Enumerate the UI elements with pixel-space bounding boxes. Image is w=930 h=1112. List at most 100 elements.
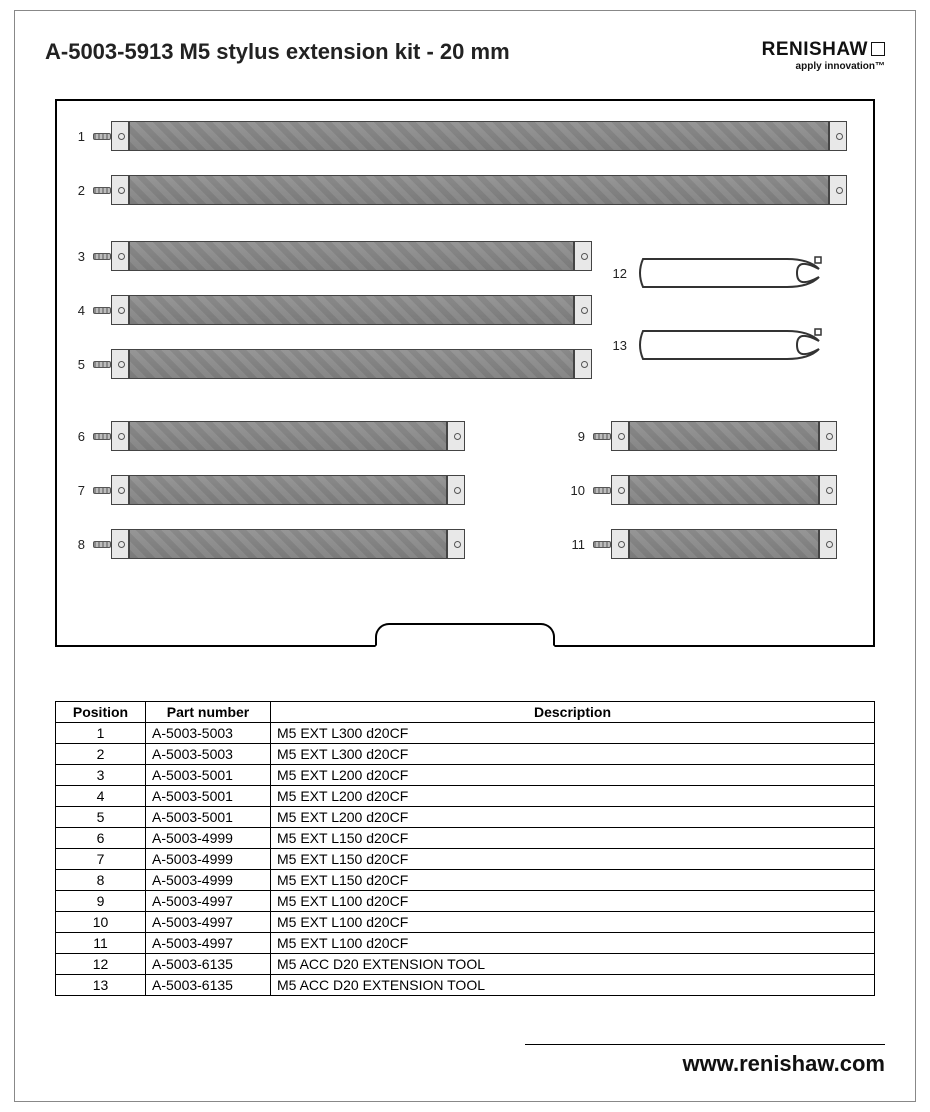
table-row: 3A-5003-5001M5 EXT L200 d20CF — [56, 765, 875, 786]
diagram-item-12: 12 — [605, 249, 857, 297]
carbon-tube — [129, 175, 829, 205]
cell-description: M5 EXT L150 d20CF — [271, 828, 875, 849]
cell-part-number: A-5003-5001 — [146, 765, 271, 786]
cell-part-number: A-5003-4997 — [146, 891, 271, 912]
cell-part-number: A-5003-5001 — [146, 786, 271, 807]
kit-diagram: 12345678910111213 — [55, 99, 875, 647]
cell-position: 12 — [56, 954, 146, 975]
item-number: 2 — [67, 183, 85, 198]
stylus-extension — [593, 421, 837, 451]
item-number: 7 — [67, 483, 85, 498]
end-cap-left — [111, 529, 129, 559]
carbon-tube — [129, 421, 447, 451]
cell-description: M5 EXT L150 d20CF — [271, 870, 875, 891]
cell-description: M5 EXT L100 d20CF — [271, 912, 875, 933]
thread-icon — [93, 133, 111, 140]
table-row: 10A-5003-4997M5 EXT L100 d20CF — [56, 912, 875, 933]
table-row: 7A-5003-4999M5 EXT L150 d20CF — [56, 849, 875, 870]
diagram-item-6: 6 — [67, 419, 465, 453]
cell-description: M5 EXT L100 d20CF — [271, 891, 875, 912]
stylus-extension — [93, 475, 465, 505]
diagram-item-13: 13 — [605, 321, 857, 369]
end-cap-left — [111, 175, 129, 205]
end-cap-right — [819, 529, 837, 559]
table-row: 9A-5003-4997M5 EXT L100 d20CF — [56, 891, 875, 912]
cell-position: 5 — [56, 807, 146, 828]
cell-position: 8 — [56, 870, 146, 891]
col-position: Position — [56, 702, 146, 723]
end-cap-left — [111, 295, 129, 325]
brand-mark-icon — [871, 42, 885, 56]
brand-name: RENISHAW — [762, 39, 885, 61]
stylus-extension — [93, 349, 592, 379]
table-row: 13A-5003-6135M5 ACC D20 EXTENSION TOOL — [56, 975, 875, 996]
table-header-row: Position Part number Description — [56, 702, 875, 723]
item-number: 8 — [67, 537, 85, 552]
cell-description: M5 EXT L200 d20CF — [271, 807, 875, 828]
thread-icon — [93, 253, 111, 260]
cell-position: 11 — [56, 933, 146, 954]
item-number: 11 — [567, 537, 585, 552]
cell-position: 13 — [56, 975, 146, 996]
table-row: 4A-5003-5001M5 EXT L200 d20CF — [56, 786, 875, 807]
cell-position: 9 — [56, 891, 146, 912]
item-number: 10 — [567, 483, 585, 498]
stylus-extension — [593, 529, 837, 559]
diagram-item-9: 9 — [567, 419, 837, 453]
parts-table: Position Part number Description 1A-5003… — [55, 701, 875, 996]
cell-part-number: A-5003-6135 — [146, 954, 271, 975]
item-number: 13 — [605, 338, 627, 353]
thread-icon — [93, 487, 111, 494]
end-cap-right — [447, 475, 465, 505]
brand-block: RENISHAW apply innovation™ — [762, 39, 885, 72]
end-cap-left — [611, 475, 629, 505]
table-row: 5A-5003-5001M5 EXT L200 d20CF — [56, 807, 875, 828]
cell-part-number: A-5003-6135 — [146, 975, 271, 996]
cell-position: 1 — [56, 723, 146, 744]
end-cap-right — [574, 241, 592, 271]
end-cap-right — [829, 121, 847, 151]
item-number: 4 — [67, 303, 85, 318]
end-cap-left — [111, 349, 129, 379]
item-number: 12 — [605, 266, 627, 281]
thread-icon — [93, 433, 111, 440]
thread-icon — [93, 187, 111, 194]
cell-part-number: A-5003-5003 — [146, 723, 271, 744]
table-row: 1A-5003-5003M5 EXT L300 d20CF — [56, 723, 875, 744]
diagram-item-8: 8 — [67, 527, 465, 561]
thread-icon — [593, 487, 611, 494]
diagram-item-2: 2 — [67, 173, 847, 207]
carbon-tube — [629, 529, 819, 559]
stylus-extension — [93, 121, 847, 151]
carbon-tube — [629, 475, 819, 505]
thread-icon — [93, 361, 111, 368]
cell-description: M5 EXT L300 d20CF — [271, 723, 875, 744]
cell-position: 4 — [56, 786, 146, 807]
end-cap-right — [819, 421, 837, 451]
stylus-extension — [93, 175, 847, 205]
end-cap-right — [447, 421, 465, 451]
table-row: 11A-5003-4997M5 EXT L100 d20CF — [56, 933, 875, 954]
thread-icon — [593, 433, 611, 440]
page-title: A-5003-5913 M5 stylus extension kit - 20… — [45, 39, 510, 65]
end-cap-right — [574, 349, 592, 379]
stylus-extension — [593, 475, 837, 505]
header: A-5003-5913 M5 stylus extension kit - 20… — [45, 39, 885, 72]
carbon-tube — [129, 475, 447, 505]
cell-position: 10 — [56, 912, 146, 933]
wrench-icon — [637, 321, 857, 369]
cell-position: 7 — [56, 849, 146, 870]
footer: www.renishaw.com — [525, 1044, 885, 1077]
table-row: 6A-5003-4999M5 EXT L150 d20CF — [56, 828, 875, 849]
item-number: 9 — [567, 429, 585, 444]
cell-description: M5 EXT L200 d20CF — [271, 765, 875, 786]
footer-url: www.renishaw.com — [525, 1051, 885, 1077]
thread-icon — [93, 541, 111, 548]
carbon-tube — [129, 529, 447, 559]
diagram-item-3: 3 — [67, 239, 592, 273]
cell-part-number: A-5003-4999 — [146, 828, 271, 849]
cell-position: 3 — [56, 765, 146, 786]
stylus-extension — [93, 421, 465, 451]
item-number: 3 — [67, 249, 85, 264]
cell-description: M5 EXT L100 d20CF — [271, 933, 875, 954]
